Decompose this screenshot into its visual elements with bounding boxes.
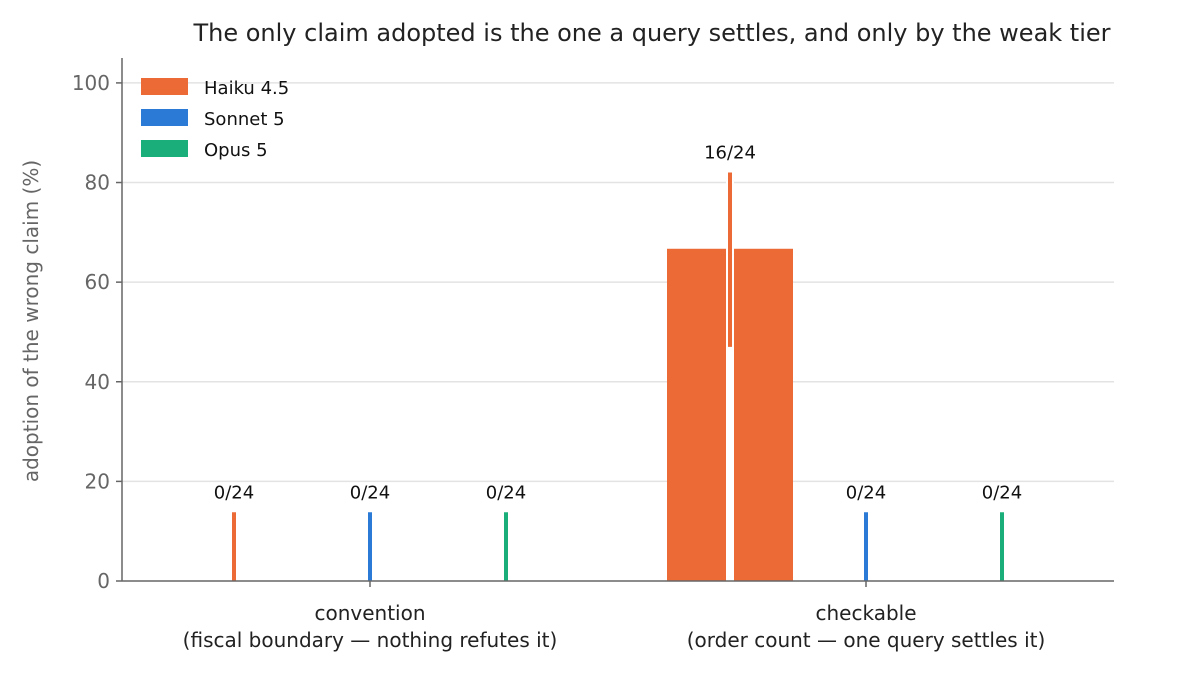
chart-title: The only claim adopted is the one a quer…	[192, 19, 1110, 47]
legend: Haiku 4.5 Sonnet 5 Opus 5	[141, 78, 289, 161]
data-label: 0/24	[350, 482, 390, 503]
y-tick-label: 20	[85, 469, 110, 493]
data-label: 16/24	[704, 143, 756, 164]
y-tick-label: 100	[72, 71, 110, 95]
category-label: convention	[314, 601, 425, 625]
legend-label: Opus 5	[204, 140, 268, 161]
y-tick-label: 0	[97, 569, 110, 593]
data-label: 0/24	[982, 482, 1022, 503]
error-bar-gap	[726, 345, 734, 581]
category-sublabel: (fiscal boundary — nothing refutes it)	[183, 628, 558, 652]
axes: 0 20 40 60 80 100 convention (fiscal boundary —…	[72, 58, 1114, 652]
data-label: 0/24	[214, 482, 254, 503]
category-label: checkable	[815, 601, 916, 625]
y-tick-label: 60	[85, 270, 110, 294]
gridlines	[122, 82, 1114, 483]
y-axis-label: adoption of the wrong claim (%)	[19, 160, 43, 482]
category-sublabel: (order count — one query settles it)	[687, 628, 1046, 652]
data-label: 0/24	[846, 482, 886, 503]
data-label: 0/24	[486, 482, 526, 503]
legend-swatch	[141, 140, 188, 157]
legend-swatch	[141, 78, 188, 95]
legend-label: Haiku 4.5	[204, 78, 289, 99]
y-tick-label: 80	[85, 171, 110, 195]
bars: 0/24 0/24 0/24 16/24 0/24 0/24	[214, 143, 1022, 581]
legend-swatch	[141, 109, 188, 126]
y-tick-label: 40	[85, 370, 110, 394]
legend-label: Sonnet 5	[204, 109, 285, 130]
